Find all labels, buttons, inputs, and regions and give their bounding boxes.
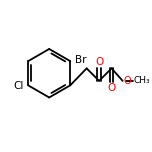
Text: O: O [123,76,131,86]
Text: O: O [95,57,103,67]
Text: O: O [107,83,116,93]
Text: CH₃: CH₃ [133,76,150,85]
Text: Br: Br [75,55,86,65]
Text: Cl: Cl [13,81,23,91]
